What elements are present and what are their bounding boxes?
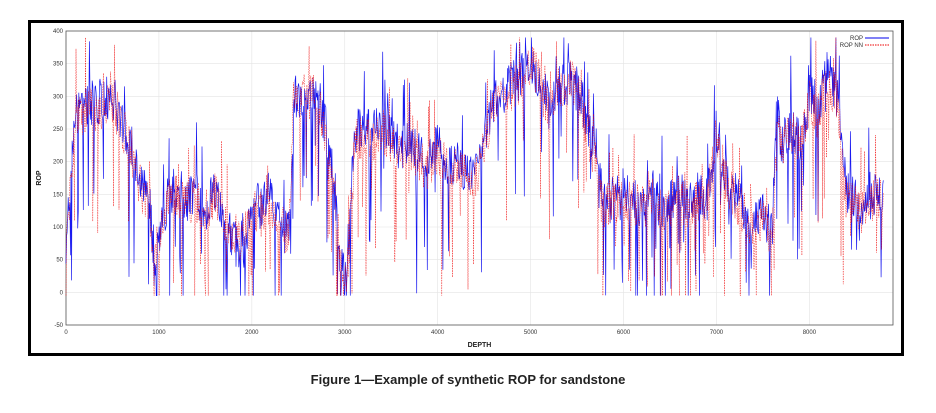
y-tick-label: 350 xyxy=(53,62,64,68)
y-tick-label: 100 xyxy=(53,225,64,231)
x-tick-label: 6000 xyxy=(617,330,631,336)
y-tick-label: 0 xyxy=(60,290,64,296)
series-line-rop-nn xyxy=(65,37,884,296)
x-tick-label: 7000 xyxy=(710,330,724,336)
x-tick-label: 3000 xyxy=(338,330,352,336)
chart: 0 1000 2000 3000 4000 5000 6000 7000 8000-500501… xyxy=(36,29,894,349)
y-tick-label: 400 xyxy=(53,29,64,35)
figure-caption: Figure 1—Example of synthetic ROP for sa… xyxy=(310,372,626,387)
x-tick-label: 0 xyxy=(64,330,68,336)
y-tick-label: 300 xyxy=(53,94,64,100)
x-tick-label: 5000 xyxy=(524,330,538,336)
x-tick-label: 1000 xyxy=(152,330,166,336)
plot-area-border xyxy=(65,30,894,326)
x-tick-label: 4000 xyxy=(431,330,445,336)
x-axis-title: DEPTH xyxy=(468,342,492,349)
legend-label: ROP xyxy=(850,36,863,42)
y-tick-label: 250 xyxy=(53,127,64,133)
y-tick-label: 200 xyxy=(53,160,64,166)
x-tick-label: 8000 xyxy=(803,330,817,336)
y-tick-label: 50 xyxy=(56,258,63,264)
y-tick-label: -50 xyxy=(54,323,63,329)
series-line-rop xyxy=(65,37,884,297)
y-axis-title: ROP xyxy=(36,170,43,186)
legend-label: ROP NN xyxy=(840,43,863,49)
figure-frame: 0 1000 2000 3000 4000 5000 6000 7000 8000 -50 0 50 1… xyxy=(28,20,904,356)
x-tick-label: 2000 xyxy=(245,330,259,336)
y-tick-label: 150 xyxy=(53,192,64,198)
